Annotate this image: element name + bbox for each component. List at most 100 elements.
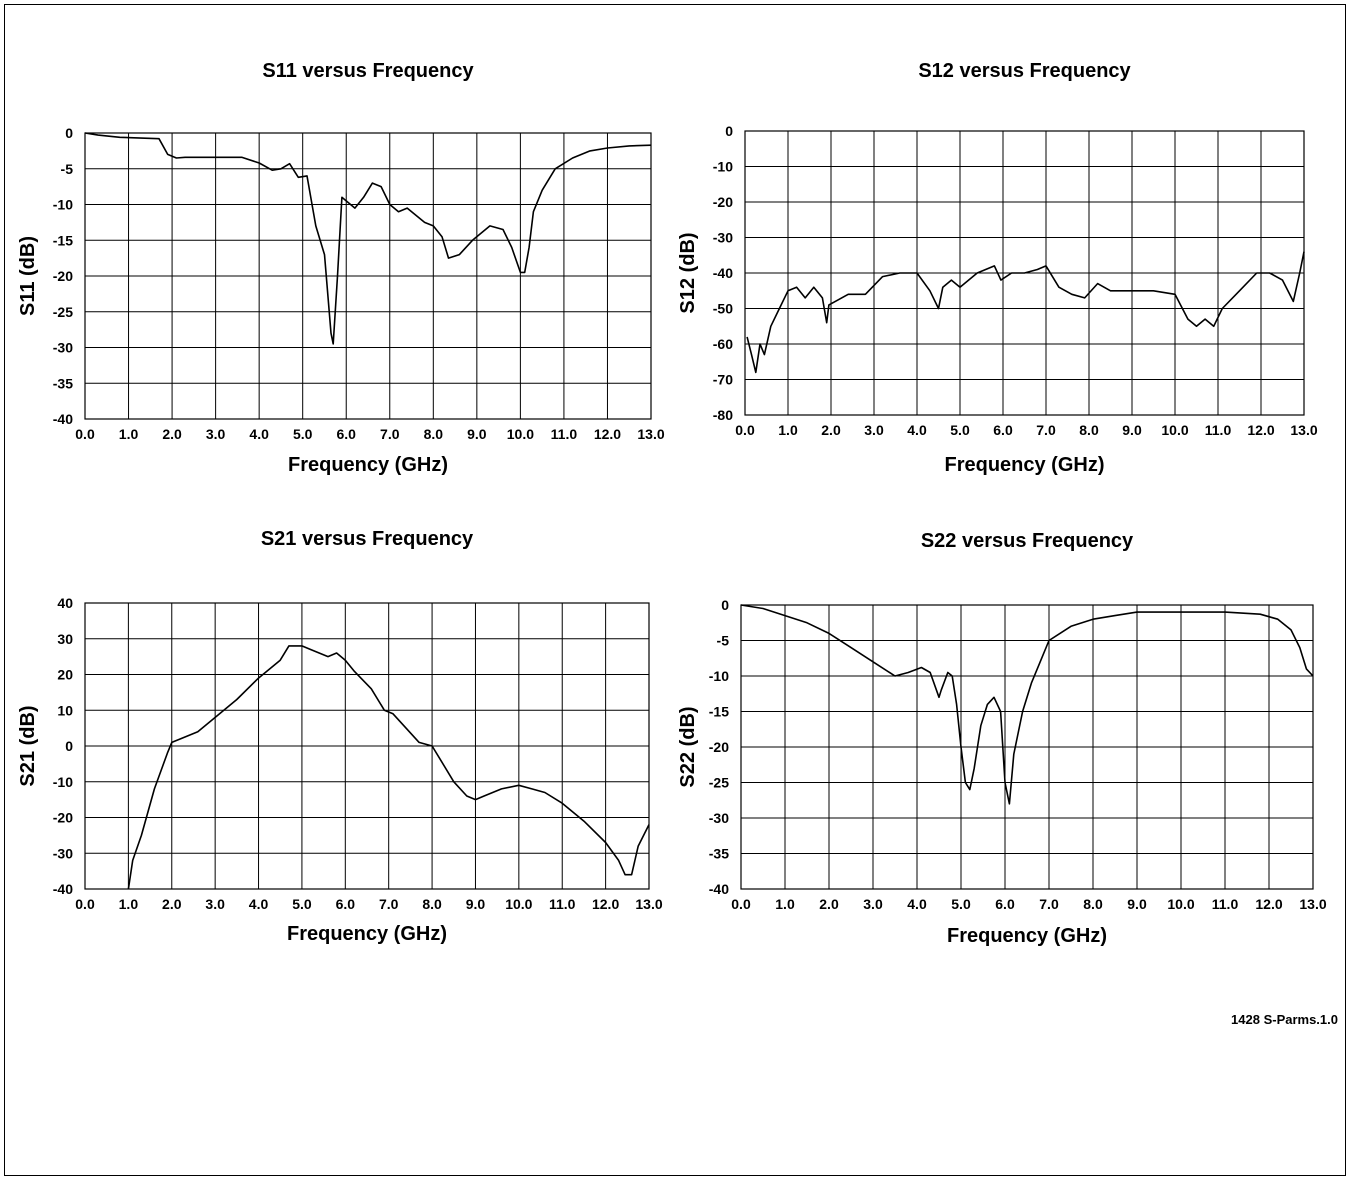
y-tick-label: -35 — [709, 846, 729, 862]
x-tick-label: 5.0 — [951, 896, 971, 912]
chart-panel-4: 0.0 1.0 2.0 3.0 4.0 5.0 6.0 7.0 8.0 9.0 10.0 11.0 12… — [677, 530, 1327, 947]
chart-title: S22 versus Frequency — [921, 530, 1134, 552]
x-tick-label: 3.0 — [864, 422, 884, 438]
x-tick-label: 2.0 — [162, 896, 182, 912]
series-line — [127, 645, 650, 890]
series-line — [84, 132, 652, 345]
y-axis-title: S21 (dB) — [17, 705, 39, 786]
y-tick-label: -20 — [53, 810, 73, 826]
x-tick-label: 3.0 — [205, 896, 225, 912]
x-tick-label: 9.0 — [1127, 896, 1147, 912]
x-tick-label: 8.0 — [1083, 896, 1103, 912]
plot-area — [744, 130, 1305, 416]
x-tick-label: 4.0 — [907, 422, 927, 438]
chart-panel-2: 0.0 1.0 2.0 3.0 4.0 5.0 6.0 7.0 8.0 9.0 10.0 11.0 12… — [677, 60, 1318, 476]
x-tick-label: 11.0 — [1212, 896, 1239, 912]
x-tick-label: 3.0 — [206, 426, 226, 442]
x-axis-title: Frequency (GHz) — [944, 454, 1104, 476]
x-tick-label: 12.0 — [1247, 422, 1274, 438]
y-tick-label: 20 — [57, 667, 73, 683]
y-tick-label: -10 — [709, 668, 729, 684]
chart-title: S21 versus Frequency — [261, 528, 474, 550]
x-tick-label: 1.0 — [778, 422, 798, 438]
x-tick-label: 13.0 — [635, 896, 662, 912]
y-tick-label: -15 — [53, 232, 73, 248]
x-tick-label: 2.0 — [821, 422, 841, 438]
y-tick-label: -40 — [53, 411, 73, 427]
x-tick-label: 3.0 — [863, 896, 883, 912]
y-tick-label: -20 — [709, 739, 729, 755]
x-tick-label: 10.0 — [505, 896, 532, 912]
chart-panel-3: 0.0 1.0 2.0 3.0 4.0 5.0 6.0 7.0 8.0 9.0 10.0 11.0 12… — [17, 528, 663, 945]
y-tick-label: 0 — [65, 125, 73, 141]
y-tick-label: -25 — [709, 775, 729, 791]
x-tick-label: 9.0 — [467, 426, 487, 442]
figure-id: 1428 S-Parms.1.0 — [1231, 1012, 1338, 1027]
y-tick-label: -25 — [53, 304, 73, 320]
x-tick-label: 6.0 — [336, 426, 356, 442]
x-tick-label: 6.0 — [995, 896, 1015, 912]
y-tick-label: -70 — [713, 372, 733, 388]
x-tick-label: 5.0 — [950, 422, 970, 438]
y-tick-label: 0 — [721, 597, 729, 613]
y-tick-label: -30 — [53, 340, 73, 356]
y-tick-label: -10 — [53, 774, 73, 790]
x-tick-label: 8.0 — [422, 896, 442, 912]
y-tick-label: -5 — [717, 633, 730, 649]
y-tick-label: -20 — [53, 268, 73, 284]
x-tick-label: 8.0 — [1079, 422, 1099, 438]
x-tick-label: 5.0 — [292, 896, 312, 912]
x-tick-label: 1.0 — [119, 426, 139, 442]
x-tick-label: 12.0 — [1255, 896, 1282, 912]
x-tick-label: 10.0 — [507, 426, 534, 442]
y-tick-label: -40 — [713, 265, 733, 281]
x-tick-label: 1.0 — [775, 896, 795, 912]
plot-area — [84, 602, 650, 890]
x-tick-label: 10.0 — [1161, 422, 1188, 438]
x-tick-label: 12.0 — [594, 426, 621, 442]
y-axis-title: S22 (dB) — [677, 706, 699, 787]
x-tick-label: 8.0 — [424, 426, 444, 442]
y-tick-label: -5 — [61, 161, 74, 177]
y-tick-label: -30 — [709, 810, 729, 826]
x-axis-title: Frequency (GHz) — [288, 454, 448, 476]
x-tick-label: 0.0 — [731, 896, 751, 912]
x-axis-title: Frequency (GHz) — [287, 923, 447, 945]
x-tick-label: 7.0 — [1036, 422, 1056, 438]
chart-title: S11 versus Frequency — [262, 60, 474, 82]
x-tick-label: 13.0 — [1290, 422, 1317, 438]
y-tick-label: 10 — [57, 702, 73, 718]
y-tick-label: -40 — [53, 881, 73, 897]
x-tick-label: 7.0 — [380, 426, 400, 442]
page-frame — [4, 4, 1346, 1176]
x-tick-label: 6.0 — [993, 422, 1013, 438]
y-tick-label: -10 — [53, 197, 73, 213]
y-tick-label: -60 — [713, 336, 733, 352]
y-tick-label: -15 — [709, 704, 729, 720]
x-tick-label: 0.0 — [735, 422, 755, 438]
y-tick-label: 0 — [65, 738, 73, 754]
y-axis-title: S12 (dB) — [677, 232, 699, 313]
chart-title: S12 versus Frequency — [918, 60, 1131, 82]
chart-panel-1: 0.0 1.0 2.0 3.0 4.0 5.0 6.0 7.0 8.0 9.0 10.0 11.0 12… — [17, 60, 665, 476]
x-tick-label: 12.0 — [592, 896, 619, 912]
x-tick-label: 13.0 — [1299, 896, 1326, 912]
x-tick-label: 7.0 — [1039, 896, 1059, 912]
x-tick-label: 11.0 — [549, 896, 576, 912]
x-tick-label: 4.0 — [907, 896, 927, 912]
x-tick-label: 0.0 — [75, 426, 95, 442]
y-tick-label: -30 — [53, 845, 73, 861]
y-tick-label: -30 — [713, 230, 733, 246]
plot-area — [740, 604, 1314, 890]
x-tick-label: 2.0 — [819, 896, 839, 912]
x-tick-label: 4.0 — [249, 896, 269, 912]
x-tick-label: 4.0 — [249, 426, 269, 442]
x-tick-label: 7.0 — [379, 896, 399, 912]
x-tick-label: 13.0 — [637, 426, 664, 442]
y-tick-label: -35 — [53, 375, 73, 391]
y-tick-label: -40 — [709, 881, 729, 897]
x-tick-label: 11.0 — [1205, 422, 1232, 438]
x-axis-title: Frequency (GHz) — [947, 925, 1107, 947]
y-tick-label: -10 — [713, 159, 733, 175]
